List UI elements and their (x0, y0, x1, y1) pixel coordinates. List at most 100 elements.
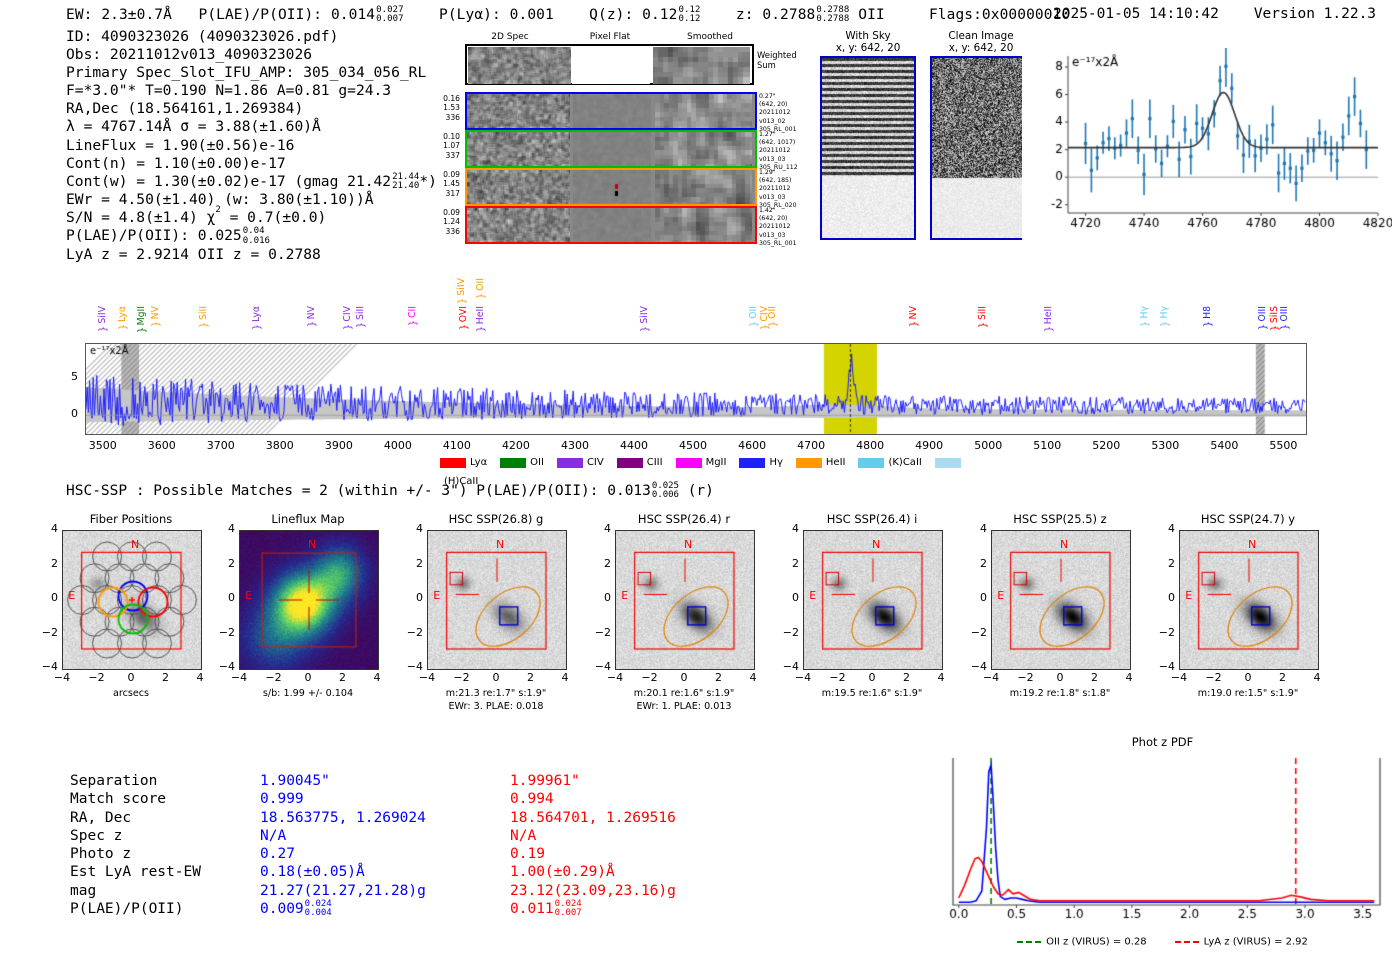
row-metadata-line: 20211012 (759, 147, 791, 155)
cutout-caption-secondary: EWr: 3. PLAE: 0.018 (448, 701, 544, 712)
header-plae-value: 0.014 (330, 7, 376, 24)
header-plae-label: P(LAE)/P(OII): (198, 7, 323, 24)
spectrum-line-brace: { (638, 325, 650, 332)
obs-line: Obs: 20211012v013_4090323026 (66, 46, 313, 64)
full-spectrum-canvas (86, 344, 1306, 434)
cutout-x-tick: 0 (1244, 671, 1252, 684)
spectrum-line-brace: { (1257, 323, 1269, 330)
continuum-n-line: Cont(n) = 1.10(±0.00)e-17 (66, 154, 286, 172)
hsc-plae-hi: 0.025 (651, 481, 679, 491)
cutout-y-tick: 4 (980, 522, 987, 535)
cutout-image[interactable] (62, 530, 202, 670)
cutout-image[interactable] (991, 530, 1131, 670)
cutout-image[interactable] (1179, 530, 1319, 670)
table-row: Photo z 0.27 0.19 (70, 845, 676, 863)
spectrum-line-marker: SiIV{ (638, 306, 650, 342)
spectrum-legend: Lyα OII CIV CIII MgII Hγ HeII (K)CaII (H)CaII (440, 452, 1000, 487)
phot-z-legend-item: OII z (VIRUS) = 0.28 (1017, 937, 1147, 948)
match-value-blue: 0.0090.024 0.004 (260, 899, 332, 919)
table-row: Match score 0.999 0.994 (70, 790, 676, 808)
spectrum-line-label: Lyα (251, 306, 263, 322)
cutout-x-tick: −2 (641, 671, 658, 684)
east-label: E (809, 589, 817, 603)
continuum-w-suffix: *) (419, 172, 437, 190)
legend-label: OII (530, 457, 544, 468)
cutout-caption-primary: m:21.3 re:1.7" s:1.9" (445, 688, 547, 699)
match-table-grid: Separation 1.90045" 1.99961" Match score 0.9… (70, 772, 676, 919)
cutout-y-tick: −4 (406, 660, 423, 673)
row-metadata-line: (642, 185) (759, 177, 792, 185)
clean-image-coords: x, y: 642, 20 (948, 42, 1014, 54)
row-metadata-line: 20211012 (759, 223, 791, 231)
weighted-sum-label: Weighted Sum (757, 50, 797, 70)
header-z-suffix: OII (858, 7, 885, 24)
match-row-label: P(LAE)/P(OII) (70, 901, 184, 918)
row-stat-value: 337 (445, 150, 461, 160)
primary-spec-slot-line: Primary Spec_Slot_IFU_AMP: 305_034_056_R… (66, 64, 427, 82)
spectrum-x-tick: 5200 (1092, 439, 1121, 452)
spectrum-line-label: OII (474, 278, 486, 291)
cutout-image[interactable] (803, 530, 943, 670)
row-metadata-line: 20211012 (759, 185, 791, 193)
row-pixelflat-image (573, 132, 651, 166)
cutout-x-tick: 4 (561, 671, 569, 684)
table-row: RA, Dec 18.563775, 1.269024 18.564701, 1.2… (70, 809, 676, 827)
row-metadata: 1.29" (642, 185) 20211012 v013_03 305_RL_020 (759, 169, 811, 210)
east-label: E (433, 589, 441, 603)
cutout-y-tick: 4 (228, 522, 235, 535)
spectrum-line-brace: { (474, 292, 486, 300)
spectrum-line-brace: { (748, 320, 760, 328)
spectrum-line-brace: { (767, 320, 779, 328)
match-value-blue: 21.27(21.27,21.28)g (260, 882, 426, 899)
cutout-y-tick: −2 (594, 625, 611, 639)
col-header-2dspec: 2D Spec (491, 32, 529, 42)
legend-swatch (795, 457, 822, 468)
row-stat-value: 1.07 (443, 141, 460, 151)
cutout-caption-primary: m:19.2 re:1.8" s:1.8" (1009, 688, 1111, 699)
clean-image-title: Clean Image (948, 30, 1014, 42)
spectrum-y-tick: 0 (71, 407, 78, 421)
cutout-image[interactable] (427, 530, 567, 670)
cutout-x-tick: −2 (1017, 671, 1034, 684)
spectrum-line-label: HeII (1043, 306, 1055, 325)
cutout-x-tick: −4 (418, 671, 436, 684)
clean-image-image (930, 56, 1032, 240)
row-stat-values: 0.09 1.24 336 (430, 208, 460, 236)
header-qz-lo: 0.12 (678, 14, 701, 25)
spectrum-line-label: SiII (355, 306, 367, 320)
spectrum-line-label: CIV (342, 306, 354, 322)
with-sky-title: With Sky (845, 30, 891, 42)
row-metadata-line: v013_03 (759, 193, 786, 201)
spectrum-x-tick: 5500 (1269, 439, 1298, 452)
cutout-y-tick: −4 (970, 660, 987, 673)
continuum-w-text: Cont(w) = 1.30(±0.02)e-17 (gmag 21.42 (66, 172, 392, 190)
header-plae-hi: 0.027 (376, 5, 404, 15)
match-value-red: 0.994 (510, 791, 554, 808)
legend-label: Hγ (769, 457, 783, 468)
spectrum-x-tick: 5400 (1210, 439, 1239, 452)
match-value-red: 1.00(±0.29)Å (510, 864, 615, 881)
weighted-sum-pixelflat-image (572, 47, 650, 84)
row-smoothed-image (655, 94, 752, 128)
row-2dspec-image (467, 208, 570, 242)
hsc-ssp-header: HSC-SSP : Possible Matches = 2 (within +… (66, 481, 714, 501)
spectrum-line-brace: { (1201, 320, 1213, 328)
cutout-x-tick: 2 (1091, 671, 1098, 684)
gmag-hi: 21.44 (392, 171, 420, 182)
cutout-x-tick: 0 (1056, 671, 1064, 684)
legend-swatch (739, 457, 766, 468)
cutout-caption-primary: m:20.1 re:1.6" s:1.9" (633, 688, 735, 699)
with-sky-image (820, 56, 916, 240)
spectrum-line-brace: { (198, 321, 210, 329)
match-value-blue: 18.563775, 1.269024 (260, 809, 426, 826)
cutout-x-tick: −2 (1205, 671, 1222, 684)
weighted-sum-2dspec-image (468, 47, 571, 84)
spectrum-line-label: CII (406, 306, 418, 318)
spectrum-x-tick: 5100 (1033, 439, 1062, 452)
spectrum-x-tick: 3700 (206, 439, 235, 452)
cutout-image[interactable] (239, 530, 379, 670)
cutout-title: HSC SSP(26.4) i (826, 512, 918, 526)
cutout-image[interactable] (615, 530, 755, 670)
spectrum-x-tick: 4600 (738, 439, 767, 452)
hsc-plae-lo: 0.006 (651, 490, 679, 501)
